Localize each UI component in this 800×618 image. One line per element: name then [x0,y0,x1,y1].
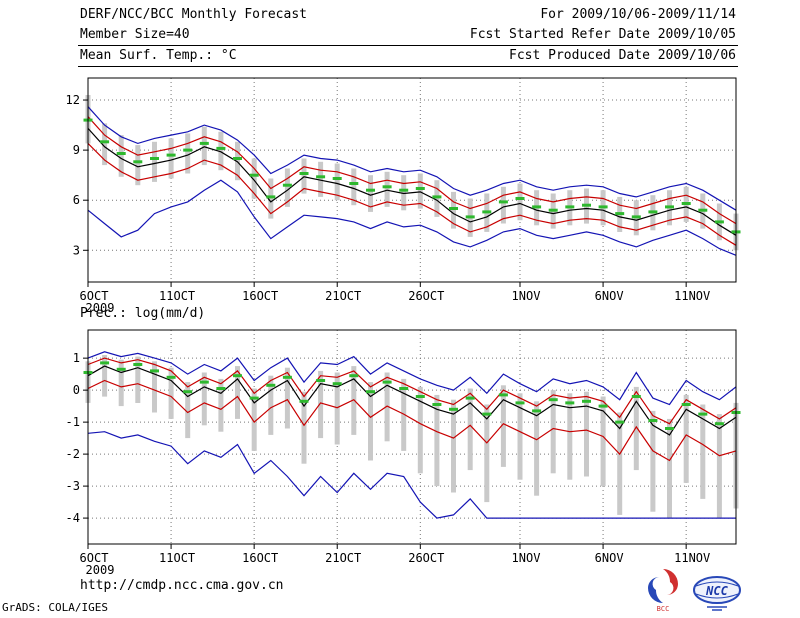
bcc-logo-label: BCC [657,605,670,612]
temperature-chart: 3 6 9 12 6OCT 11OCT 16OCT 21OCT 26OCT 1NOV 6NOV 11N… [66,77,741,314]
series-ensemble-max [87,106,737,211]
svg-text:21OCT: 21OCT [325,289,361,303]
svg-text:11OCT: 11OCT [159,289,195,303]
page-title: DERF/NCC/BCC Monthly Forecast [80,7,307,22]
axis-labels: 3 6 9 12 6OCT 11OCT 16OCT 21OCT 26OCT 1NOV 6NOV 11N… [66,93,711,314]
series-lower-quartile [87,379,737,462]
series-ensemble-mean [83,361,741,430]
ncc-logo-icon: NCC [693,576,741,611]
plot-border [87,329,737,545]
svg-text:26OCT: 26OCT [408,289,444,303]
svg-text:16OCT: 16OCT [242,551,278,565]
series-ensemble-min [87,179,737,256]
plot-border [87,77,737,283]
source-url: http://cmdp.ncc.cma.gov.cn [80,578,284,593]
svg-text:6OCT: 6OCT [80,289,109,303]
series-control [87,365,737,436]
svg-text:16OCT: 16OCT [242,289,278,303]
axis-ticks [83,357,687,549]
svg-text:2009: 2009 [86,563,115,576]
svg-text:-2: -2 [66,447,80,461]
forecast-range: For 2009/10/06-2009/11/14 [540,7,736,22]
svg-text:-4: -4 [66,511,80,525]
svg-text:21OCT: 21OCT [325,551,361,565]
svg-text:9: 9 [73,143,80,157]
bcc-logo-icon: BCC [648,569,678,612]
ensemble-spread-bars [85,355,739,519]
series-control [87,127,737,236]
series-ensemble-min [87,431,736,519]
series-upper-quartile [87,357,737,425]
svg-text:26OCT: 26OCT [408,551,444,565]
svg-text:6: 6 [73,193,80,207]
svg-text:11NOV: 11NOV [674,551,710,565]
svg-text:-3: -3 [66,479,80,493]
produced-date: Fcst Produced Date 2009/10/06 [509,48,736,63]
svg-text:1: 1 [73,351,80,365]
header: DERF/NCC/BCC Monthly Forecast For 2009/1… [78,5,738,67]
series-ensemble-max [87,351,737,406]
member-size: Member Size=40 [80,27,190,42]
svg-text:1NOV: 1NOV [512,289,541,303]
header-row-1: DERF/NCC/BCC Monthly Forecast For 2009/1… [78,5,738,25]
series-upper-quartile [87,116,737,225]
refer-date: Fcst Started Refer Date 2009/10/05 [469,27,736,42]
svg-text:11NOV: 11NOV [674,289,710,303]
header-row-3: Mean Surf. Temp.: °C Fcst Produced Date … [78,46,738,67]
axis-ticks [83,99,687,287]
svg-text:12: 12 [66,93,80,107]
precip-chart-title: Prec.: log(mm/d) [80,306,206,321]
logo-group: BCC NCC [644,566,742,612]
svg-text:6NOV: 6NOV [595,551,624,565]
series-ensemble-mean [83,118,741,234]
svg-text:6OCT: 6OCT [80,551,109,565]
series-lower-quartile [87,142,737,246]
svg-text:2009: 2009 [86,301,115,314]
grads-credit: GrADS: COLA/IGES [2,601,108,614]
ensemble-spread-bars [85,95,739,251]
grid [87,78,736,282]
svg-text:-1: -1 [66,415,80,429]
svg-text:6NOV: 6NOV [595,289,624,303]
header-row-2: Member Size=40 Fcst Started Refer Date 2… [78,25,738,46]
svg-text:0: 0 [73,383,80,397]
svg-text:1NOV: 1NOV [512,551,541,565]
svg-text:3: 3 [73,243,80,257]
ncc-logo-label: NCC [705,584,728,598]
svg-text:11OCT: 11OCT [159,551,195,565]
temp-chart-title: Mean Surf. Temp.: °C [80,48,237,63]
